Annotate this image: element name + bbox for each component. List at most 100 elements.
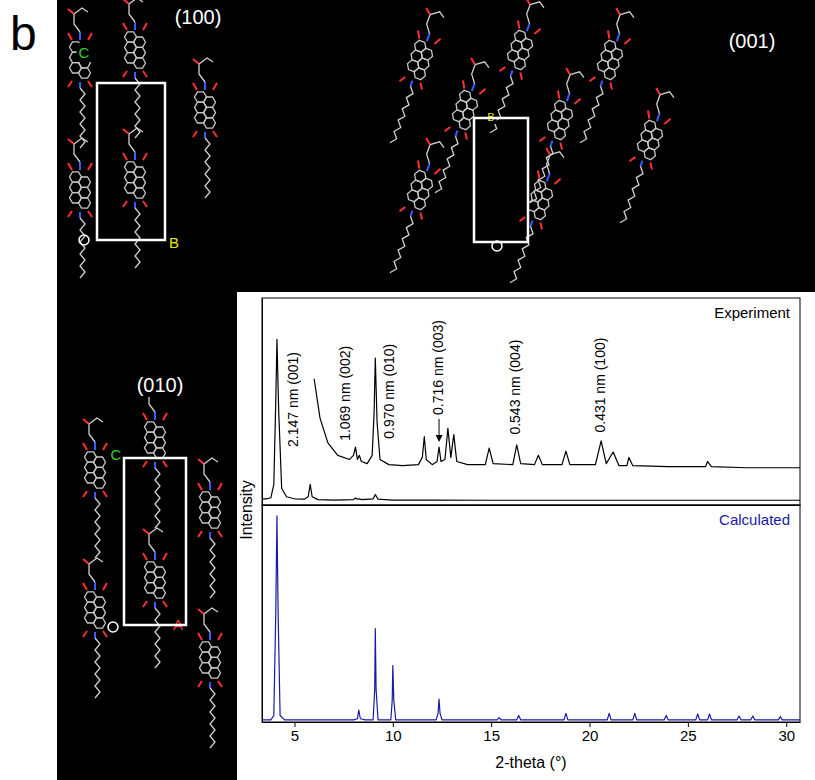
ring — [94, 597, 106, 607]
ring — [412, 197, 427, 211]
x-tick-label: 15 — [483, 727, 500, 744]
bond — [564, 68, 571, 75]
arrow-line — [439, 419, 440, 437]
view-title: (100) — [175, 6, 222, 28]
bond — [547, 174, 550, 182]
molecule — [379, 137, 449, 277]
bond — [536, 171, 542, 179]
bond — [418, 82, 424, 89]
axis-letter-group: B — [167, 233, 181, 252]
ring — [134, 37, 146, 47]
bond — [204, 82, 206, 90]
view-title: (010) — [137, 374, 184, 396]
x-tick-label: 30 — [778, 727, 795, 744]
bond — [430, 139, 445, 149]
ring — [79, 198, 91, 208]
view-title-group: (001) — [727, 29, 778, 53]
bond — [68, 139, 74, 144]
bond — [472, 84, 475, 92]
bond — [79, 32, 81, 40]
panel-label: b — [10, 7, 37, 60]
bond — [83, 443, 87, 450]
bond — [654, 88, 661, 95]
bond — [155, 468, 160, 528]
bond — [213, 131, 217, 137]
bond — [79, 212, 81, 218]
plot-frame — [262, 505, 800, 722]
ring — [134, 58, 146, 68]
bond — [163, 461, 167, 467]
y-axis-title: Intensity — [238, 480, 255, 540]
x-tick-label: 10 — [385, 727, 402, 744]
bond — [143, 601, 147, 607]
bond — [424, 8, 431, 15]
bond — [198, 633, 202, 640]
ring — [94, 457, 106, 467]
bond — [103, 443, 107, 450]
ring — [154, 567, 166, 577]
x-axis-line — [263, 722, 801, 723]
data-lines — [262, 339, 800, 500]
bond — [89, 418, 103, 424]
bond — [424, 138, 431, 145]
bond — [390, 86, 415, 144]
bond — [518, 72, 524, 79]
origin-marker — [108, 622, 118, 632]
molecule — [479, 0, 549, 137]
bond — [129, 134, 135, 152]
bond — [79, 162, 81, 170]
bond — [103, 583, 107, 590]
x-tick-label: 20 — [582, 727, 599, 744]
view-title-group: (010) — [135, 373, 186, 397]
bond — [154, 602, 156, 608]
xrd-pattern — [262, 516, 800, 720]
bond — [129, 0, 143, 4]
bond — [143, 153, 147, 160]
ring — [512, 57, 527, 71]
ring — [154, 427, 166, 437]
y-axis — [262, 506, 263, 723]
peak-label: 0.431 nm (100) — [592, 338, 608, 433]
bond — [424, 15, 436, 34]
bond — [163, 413, 167, 420]
label-patch — [109, 445, 124, 464]
bond — [435, 136, 460, 194]
bond — [416, 161, 422, 169]
ring — [79, 187, 91, 197]
bond — [427, 164, 430, 172]
bond — [74, 144, 80, 162]
bond — [550, 141, 552, 147]
bond — [554, 177, 560, 185]
structure-sketch — [68, 0, 679, 748]
label-patch — [135, 373, 186, 397]
x-tick-label: 25 — [680, 727, 697, 744]
bond — [143, 553, 147, 560]
bond — [567, 94, 570, 102]
origin-marker — [492, 241, 502, 251]
molecule — [609, 87, 679, 227]
bond — [193, 59, 199, 64]
bond — [516, 21, 522, 29]
bond — [198, 459, 204, 464]
y-axis — [262, 299, 263, 506]
bond — [205, 138, 210, 198]
bond — [606, 31, 612, 39]
bond — [209, 632, 211, 640]
view-title: (001) — [729, 30, 776, 52]
ring — [204, 118, 216, 128]
ring — [154, 437, 166, 447]
bond — [530, 146, 555, 204]
molecule — [123, 128, 147, 268]
molecule — [83, 558, 107, 698]
bond — [654, 95, 666, 114]
ring — [412, 67, 427, 81]
bond — [123, 0, 129, 4]
ring — [457, 117, 472, 131]
bond — [410, 211, 412, 217]
molecule — [68, 138, 92, 278]
bond — [154, 412, 156, 420]
bond — [218, 633, 222, 640]
bond — [455, 131, 457, 137]
bond — [88, 81, 92, 87]
bond — [444, 126, 450, 133]
